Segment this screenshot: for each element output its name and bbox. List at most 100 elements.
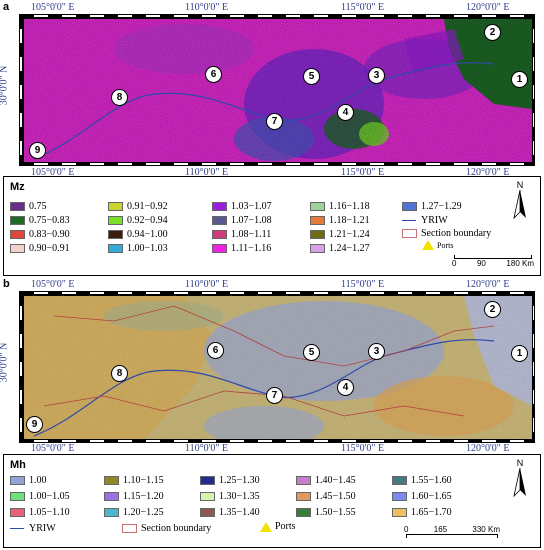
legend-swatch	[200, 508, 215, 517]
coord-bottom-110: 110°0'0" E	[185, 167, 229, 178]
lat-label-a-left: 30°0'0" N	[0, 66, 10, 106]
legend-swatch	[200, 492, 215, 501]
map-b-bottom-ticks	[19, 439, 535, 443]
legend-a-ports: Ports	[422, 240, 453, 250]
site-marker-2-b: 2	[484, 301, 501, 318]
site-marker-1-a: 1	[511, 71, 528, 88]
legend-swatch	[392, 508, 407, 517]
legend-b-section-boundary: Section boundary	[122, 523, 211, 534]
legend-a-item-9: 1.18−1.21	[310, 215, 370, 226]
legend-b-ports: Ports	[260, 521, 296, 532]
legend-b-item-3: 1.25−1.30	[200, 475, 260, 486]
north-arrow-a: N	[512, 180, 528, 222]
coord-top-110-b: 110°0'0" E	[185, 279, 229, 290]
map-a	[23, 18, 533, 164]
coord-bottom-105: 105°0'0" E	[31, 167, 75, 178]
legend-b-item-13: 1.35−1.40	[200, 507, 260, 518]
site-marker-4-b: 4	[337, 379, 354, 396]
legend-swatch	[310, 230, 325, 239]
coord-bottom-110-b: 110°0'0" E	[185, 443, 229, 454]
legend-b-title: Mh	[10, 459, 26, 471]
legend-b-item-6: 1.00−1.05	[10, 491, 70, 502]
coord-bottom-115: 115°0'0" E	[341, 167, 385, 178]
map-b	[23, 295, 533, 441]
legend-swatch	[104, 508, 119, 517]
legend-swatch	[310, 216, 325, 225]
legend-a-item-19: 1.24−1.27	[310, 243, 370, 254]
north-arrow-b: N	[512, 458, 528, 500]
legend-b-item-15: 1.65−1.70	[392, 507, 452, 518]
coord-top-120-b: 120°0'0" E	[466, 279, 510, 290]
legend-b: Mh 1.00 1.00−1.05 1.05−1.10 YRIW 1.10−1.…	[3, 454, 541, 548]
north-arrow-icon	[513, 189, 526, 220]
legend-swatch	[108, 202, 123, 211]
site-marker-5-b: 5	[303, 344, 320, 361]
legend-swatch	[108, 244, 123, 253]
river-line-swatch	[402, 220, 416, 221]
boundary-swatch	[122, 524, 137, 533]
north-arrow-icon	[513, 467, 526, 498]
coord-top-115: 115°0'0" E	[341, 2, 385, 13]
legend-swatch	[108, 216, 123, 225]
scale-bar-a: 0 90 180 Km	[452, 255, 534, 268]
legend-b-item-4: 1.40−1.45	[296, 475, 356, 486]
legend-swatch	[104, 492, 119, 501]
legend-a-item-13: 1.08−1.11	[212, 229, 271, 240]
legend-swatch	[108, 230, 123, 239]
legend-b-item-10: 1.60−1.65	[392, 491, 452, 502]
site-marker-4-a: 4	[337, 104, 354, 121]
legend-a-item-7: 0.92−0.94	[108, 215, 168, 226]
river-line-swatch	[10, 528, 24, 529]
site-marker-6-b: 6	[207, 342, 224, 359]
legend-swatch	[402, 202, 417, 211]
legend-swatch	[10, 216, 25, 225]
legend-a-yriw: YRIW	[402, 215, 448, 226]
legend-swatch	[392, 476, 407, 485]
legend-a-item-5: 1.27−1.29	[402, 201, 462, 212]
legend-b-item-14: 1.50−1.55	[296, 507, 356, 518]
site-marker-2-a: 2	[484, 24, 501, 41]
site-marker-3-a: 3	[368, 67, 385, 84]
coord-bottom-120: 120°0'0" E	[466, 167, 510, 178]
legend-b-item-11: 1.05−1.10	[10, 507, 70, 518]
legend-a-item-11: 0.83−0.90	[10, 229, 70, 240]
legend-a-title: Mz	[10, 181, 25, 193]
legend-a: Mz 0.75 0.75−0.83 0.83−0.90 0.90−0.91 0.…	[3, 176, 541, 276]
coord-bottom-120-b: 120°0'0" E	[466, 443, 510, 454]
site-marker-3-b: 3	[368, 343, 385, 360]
legend-a-item-1: 0.75	[10, 201, 47, 212]
legend-a-item-6: 0.75−0.83	[10, 215, 70, 226]
legend-swatch	[10, 230, 25, 239]
panel-a-letter: a	[3, 1, 10, 13]
scale-label: 0	[452, 259, 457, 268]
coord-bottom-115-b: 115°0'0" E	[341, 443, 385, 454]
legend-a-section-boundary: Section boundary	[402, 228, 491, 239]
legend-swatch	[212, 216, 227, 225]
legend-swatch	[296, 476, 311, 485]
scale-label: 165	[433, 525, 448, 534]
coord-top-105: 105°0'0" E	[31, 2, 75, 13]
legend-a-item-18: 1.11−1.16	[212, 243, 271, 254]
legend-a-item-17: 1.00−1.03	[108, 243, 168, 254]
scale-bar-b: 0 165 330 Km	[404, 525, 500, 538]
scale-label: 180 Km	[506, 259, 534, 268]
map-b-raster	[24, 296, 532, 440]
coord-top-105-b: 105°0'0" E	[31, 279, 75, 290]
boundary-swatch	[402, 229, 417, 238]
legend-a-item-2: 0.91−0.92	[108, 201, 168, 212]
legend-b-item-7: 1.15−1.20	[104, 491, 164, 502]
map-a-raster	[24, 19, 532, 163]
site-marker-7-b: 7	[266, 387, 283, 404]
legend-a-item-3: 1.03−1.07	[212, 201, 272, 212]
legend-b-yriw: YRIW	[10, 523, 56, 534]
legend-swatch	[212, 202, 227, 211]
site-marker-6-a: 6	[205, 66, 222, 83]
legend-b-item-12: 1.20−1.25	[104, 507, 164, 518]
port-triangle-icon	[422, 240, 434, 250]
legend-swatch	[212, 230, 227, 239]
legend-swatch	[212, 244, 227, 253]
legend-a-item-12: 0.94−1.00	[108, 229, 168, 240]
lat-label-b-left: 30°0'0" N	[0, 343, 10, 383]
coord-top-120: 120°0'0" E	[466, 2, 510, 13]
scale-label: 0	[404, 525, 409, 534]
